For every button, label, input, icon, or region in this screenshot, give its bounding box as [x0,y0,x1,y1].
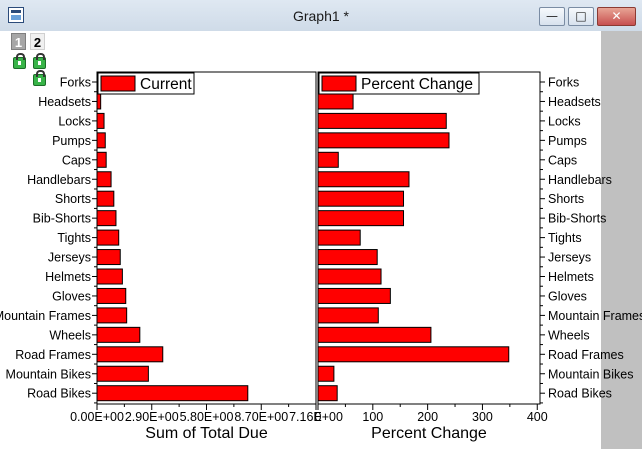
bar-2-15 [317,365,335,382]
bar-2-9 [317,249,378,266]
category-label: Wheels [49,328,91,342]
x-tick-label: 2.90E+00 [125,410,179,424]
x-tick-label: 300 [472,410,493,424]
layer-tab-1[interactable]: 1 [11,33,26,50]
x-tick-label: 8.70E+00 [234,410,288,424]
layer-tab-2[interactable]: 2 [30,33,45,50]
bar-2-12 [317,307,379,324]
category-label: Tights [57,231,91,245]
maximize-button[interactable]: □ [568,7,594,26]
close-button[interactable]: ✕ [597,7,636,26]
x-tick-label: 5.80E+00 [180,410,234,424]
bar-2-5 [317,171,410,188]
minimize-button[interactable]: — [539,7,565,26]
bar-2-10 [317,268,382,285]
x-tick-label: 100 [362,410,383,424]
bar-1-10 [96,268,123,285]
title-bar[interactable]: Graph1 * — □ ✕ [0,0,642,31]
category-label: Bib-Shorts [548,212,606,226]
category-label: Locks [548,114,581,128]
bar-2-7 [317,210,405,227]
category-label: Bib-Shorts [33,212,91,226]
bar-1-3 [96,132,106,149]
category-label: Gloves [548,289,587,303]
category-label: Helmets [45,270,91,284]
x-tick-label: 0.00E+00 [70,410,124,424]
bar-2-4 [317,151,339,168]
bar-1-13 [96,326,141,343]
category-label: Jerseys [548,251,591,265]
bar-1-6 [96,190,115,207]
category-label: Pumps [52,134,91,148]
window-scroll-area[interactable] [601,31,642,449]
category-label: Locks [58,114,91,128]
legend-box [318,72,480,95]
category-label: Helmets [548,270,594,284]
category-label: Caps [62,153,91,167]
category-label: Road Bikes [548,387,612,401]
category-label: Road Bikes [27,387,91,401]
bar-2-13 [317,326,432,343]
bar-2-3 [317,132,450,149]
category-label: Shorts [548,192,584,206]
category-label: Handlebars [27,173,91,187]
x-tick-label: 7.16E+00 [289,410,343,424]
legend-label: Percent Change [361,76,473,93]
category-label: Headsets [548,95,601,109]
legend-swatch [321,75,357,92]
category-label: Headsets [38,95,91,109]
category-label: Pumps [548,134,587,148]
category-label: Mountain Frames [0,309,91,323]
category-label: Jerseys [48,251,91,265]
bar-1-5 [96,171,112,188]
x-tick-label: 400 [527,410,548,424]
category-label: Mountain Bikes [548,367,633,381]
category-label: Road Frames [548,348,624,362]
category-label: Shorts [55,192,91,206]
bar-1-4 [96,151,107,168]
category-label: Caps [548,153,577,167]
legend-label: Current [140,76,192,93]
category-label: Tights [548,231,582,245]
legend-swatch [100,75,136,92]
category-label: Forks [548,76,579,90]
bar-2-11 [317,287,391,304]
category-label: Gloves [52,289,91,303]
bar-1-12 [96,307,128,324]
bar-1-2 [96,112,105,129]
layer-lock-icon[interactable] [13,53,26,69]
bar-2-14 [317,346,510,363]
bar-2-16 [317,385,338,402]
bar-1-16 [96,385,249,402]
bar-1-1 [96,93,102,110]
bar-2-6 [317,190,405,207]
category-label: Road Frames [15,348,91,362]
x-tick-label: 200 [417,410,438,424]
bar-1-7 [96,210,117,227]
layer-lock-icon[interactable] [33,70,46,86]
graph-window-icon[interactable] [8,7,24,23]
category-label: Mountain Frames [548,309,642,323]
category-label: Mountain Bikes [6,367,91,381]
bar-1-8 [96,229,120,246]
layer-lock-icon[interactable] [33,53,46,69]
bar-1-9 [96,249,121,266]
bar-1-15 [96,365,149,382]
bar-2-8 [317,229,361,246]
x-tick-label: 0 [315,410,322,424]
x-axis-label: Sum of Total Due [145,425,268,442]
bar-1-14 [96,346,164,363]
category-label: Handlebars [548,173,612,187]
bar-1-11 [96,287,127,304]
bar-2-2 [317,112,447,129]
window-title: Graph1 * [292,8,350,24]
x-axis-label: Percent Change [371,425,487,442]
category-label: Wheels [548,328,590,342]
bar-2-1 [317,93,354,110]
category-label: Forks [60,76,91,90]
